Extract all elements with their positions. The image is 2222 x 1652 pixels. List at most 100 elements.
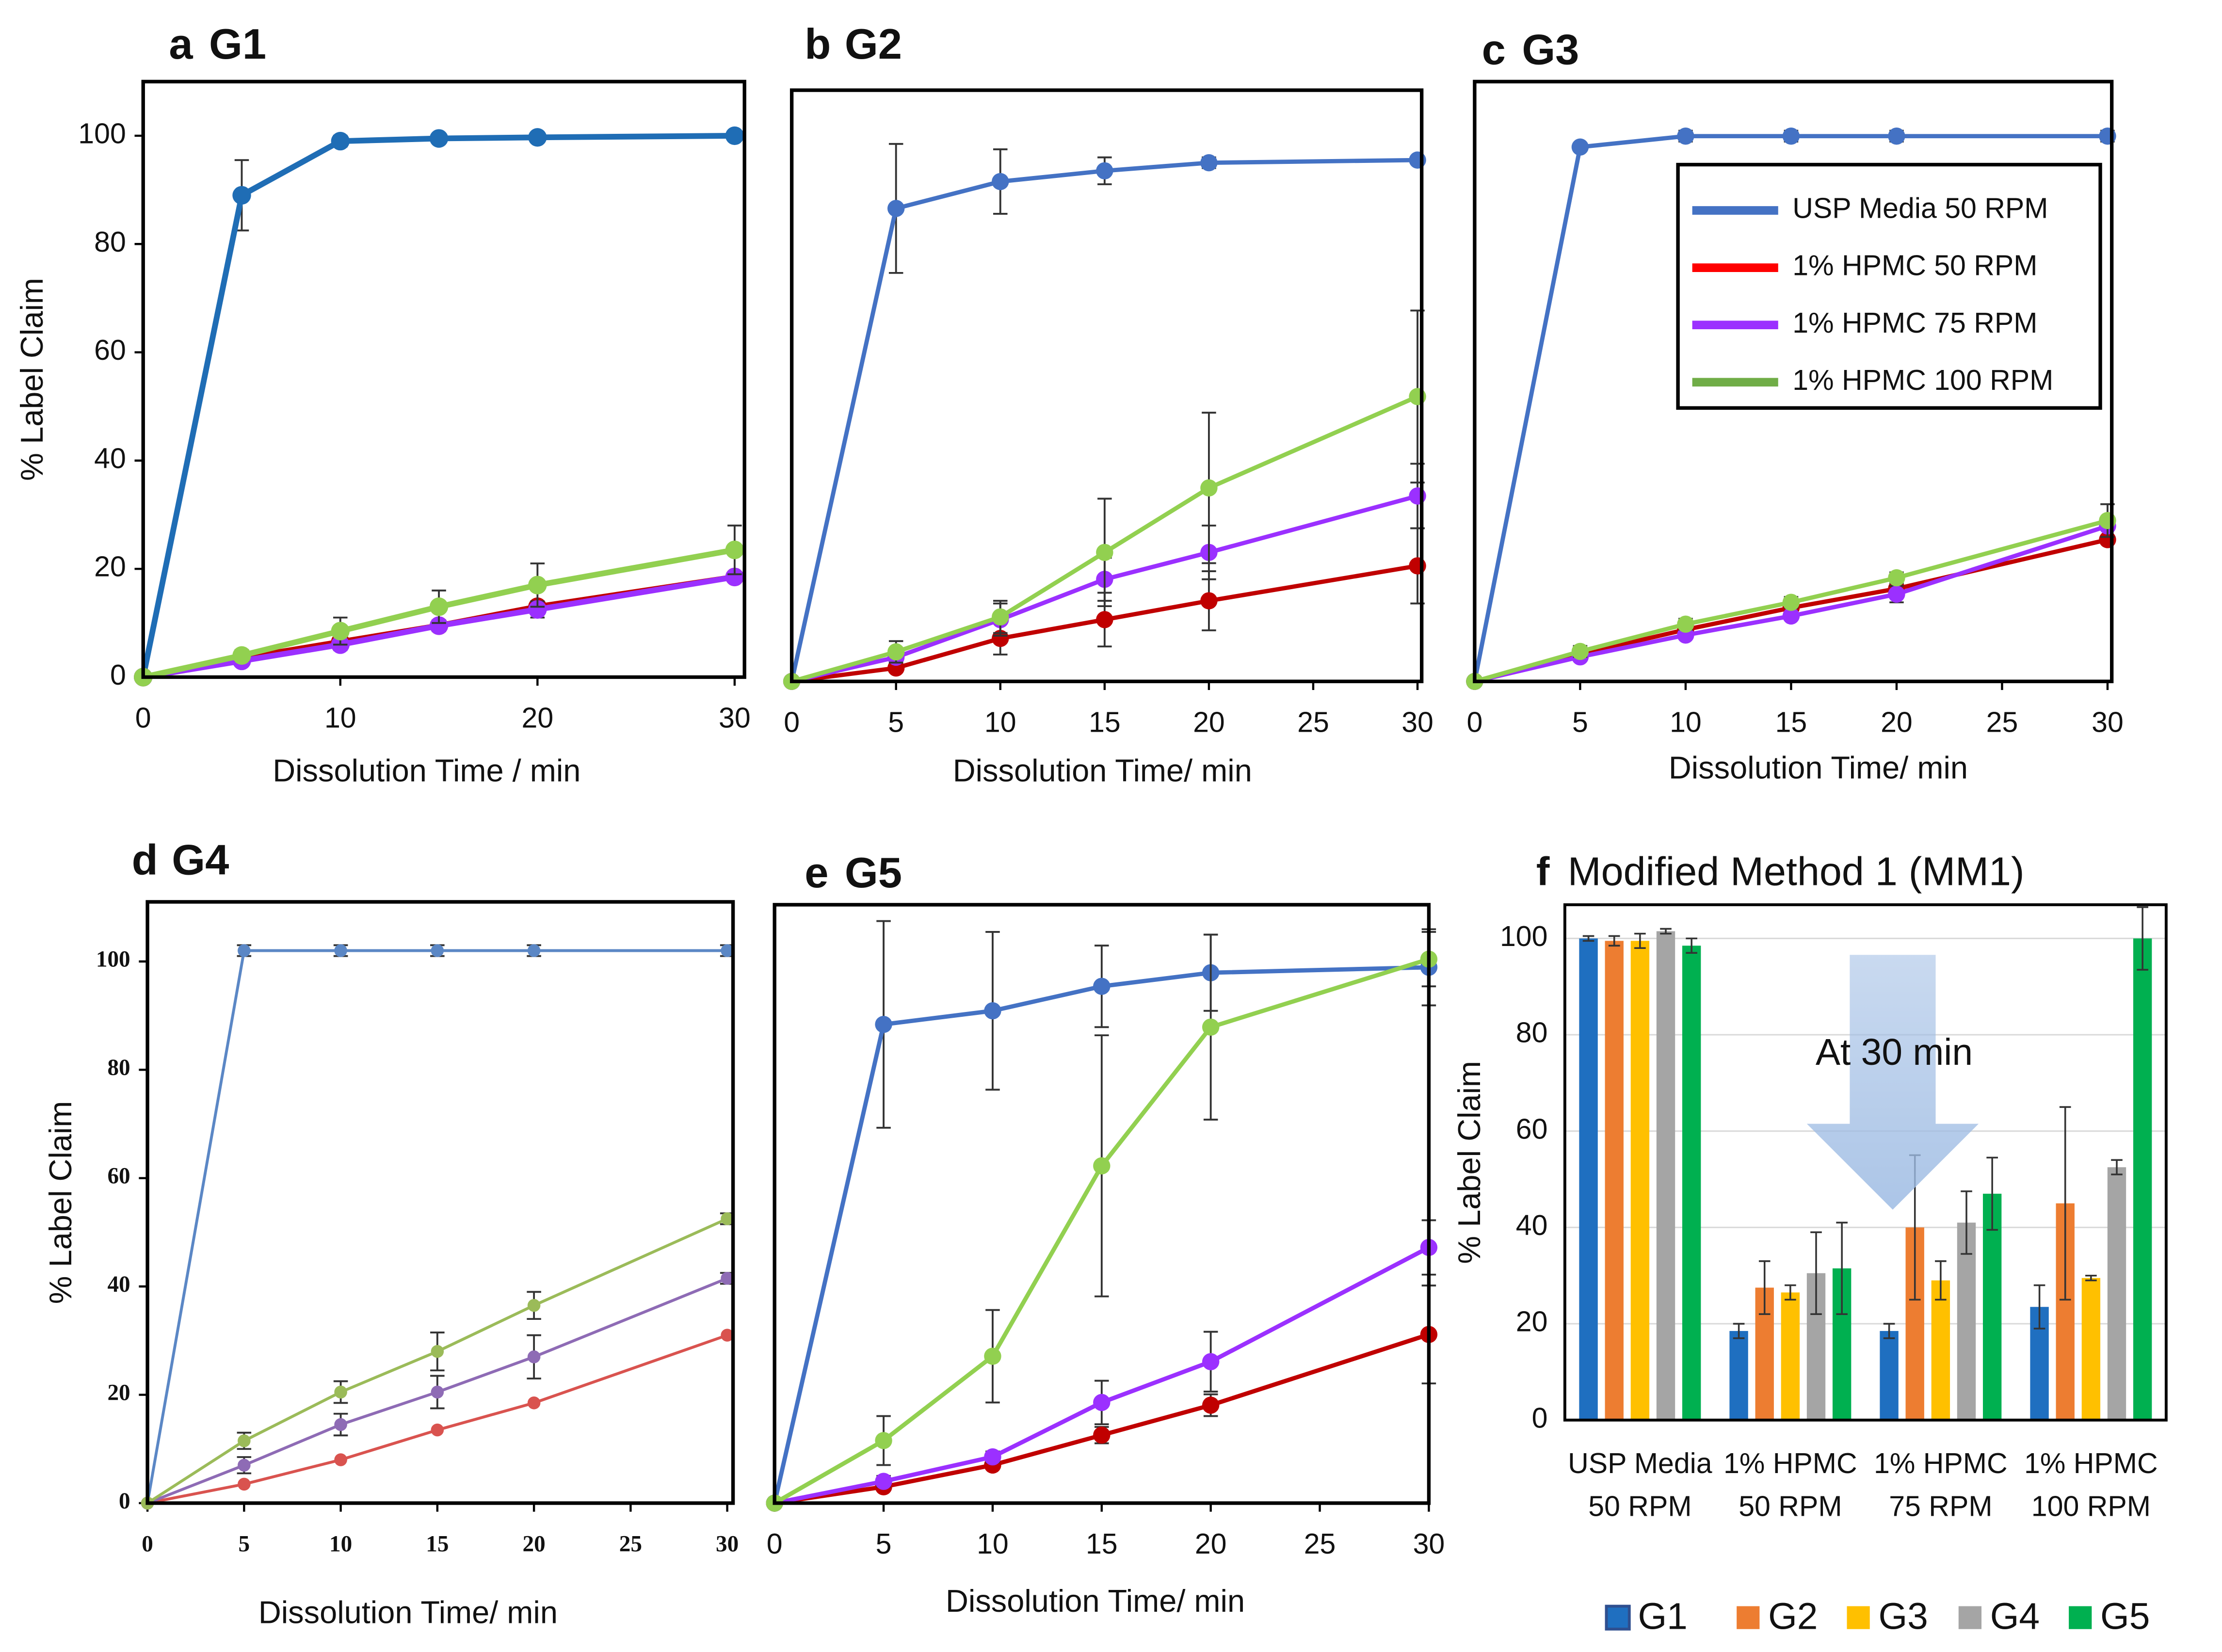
data-point (1888, 585, 1905, 603)
error-bar (1785, 1284, 1796, 1301)
x-tick-label: 10 (1670, 706, 1702, 738)
x-axis-label: Dissolution Time/ min (953, 753, 1252, 788)
x-tick-label: 25 (1304, 1528, 1336, 1560)
data-point (1096, 544, 1113, 561)
series-line (773, 957, 1430, 1505)
x-tick-label: 25 (1297, 706, 1329, 738)
legend-swatch (1958, 1606, 1982, 1629)
series-line (143, 574, 735, 680)
data-point (334, 1385, 347, 1399)
data-point (1200, 154, 1218, 172)
data-point (232, 646, 251, 665)
bar (1880, 1331, 1899, 1420)
y-axis-label: % Label Claim (43, 1101, 78, 1304)
legend-label: G3 (1878, 1596, 1928, 1637)
series-line (142, 547, 735, 680)
panel-letter: e (805, 849, 828, 897)
legend-label: 1% HPMC 50 RPM (1792, 250, 2037, 282)
data-point (238, 1459, 251, 1472)
series-line (789, 158, 1418, 682)
annotation-arrow (1806, 955, 1979, 1210)
bar (1630, 941, 1650, 1420)
error-bar (1733, 1323, 1745, 1339)
panel-letter: d (132, 836, 158, 884)
y-tick-label: 100 (1500, 920, 1548, 952)
series-line (774, 1332, 1430, 1506)
data-point (887, 643, 905, 661)
data-point (984, 1347, 1001, 1365)
data-point (331, 131, 350, 151)
series-line (1474, 524, 2109, 684)
y-tick-label: 60 (1516, 1113, 1548, 1145)
error-bar (1986, 1156, 1998, 1231)
data-point (1202, 1396, 1220, 1414)
error-bar (1686, 937, 1697, 954)
series-line (791, 563, 1418, 684)
x-tick-label: 1% HPMC 75 RPM (1874, 1448, 2008, 1524)
x-tick-label: 1% HPMC 100 RPM (2024, 1448, 2158, 1524)
data-point (1782, 128, 1800, 145)
x-tick-label: 20 (521, 702, 553, 734)
series-line (774, 1245, 1430, 1506)
data-point (431, 944, 444, 957)
panel-letter: f (1536, 849, 1550, 894)
data-point (875, 1015, 892, 1033)
y-axis-label: % Label Claim (14, 278, 49, 481)
error-bar (1810, 1231, 1822, 1315)
y-tick-label: 60 (107, 1164, 130, 1189)
x-tick-label: 10 (984, 706, 1016, 738)
x-tick-label: 20 (1881, 706, 1913, 738)
error-bar (1758, 1260, 1771, 1315)
bar (2081, 1278, 2101, 1420)
x-tick-label: 30 (1401, 706, 1433, 738)
x-tick-label: 0 (784, 706, 800, 738)
x-axis-label: Dissolution Time/ min (1669, 750, 1968, 786)
data-point (875, 1432, 892, 1449)
data-point (429, 616, 449, 635)
data-point (721, 1212, 734, 1225)
error-bar (2111, 1159, 2123, 1175)
bar (1682, 946, 1701, 1420)
data-point (1888, 569, 1905, 587)
legend-box (1676, 162, 2102, 410)
bar (1605, 941, 1624, 1420)
error-bar (2085, 1274, 2097, 1282)
data-point (1093, 978, 1111, 995)
data-point (887, 200, 905, 217)
chart-title: G3 (1522, 26, 1579, 74)
legend-swatch (1737, 1606, 1760, 1629)
error-bar (1961, 1190, 1972, 1255)
data-point (1782, 593, 1800, 611)
error-bar (1883, 1323, 1895, 1339)
series-line (146, 949, 727, 1504)
legend-label: G5 (2100, 1596, 2150, 1637)
data-point (528, 600, 547, 619)
data-point (334, 1418, 347, 1431)
legend-label: G2 (1768, 1596, 1818, 1637)
data-point (1202, 1353, 1220, 1370)
panel-letter: b (805, 20, 831, 68)
x-tick-label: 0 (135, 702, 151, 734)
data-point (527, 1350, 541, 1363)
x-tick-label: 5 (876, 1528, 892, 1560)
x-tick-label: 10 (324, 702, 356, 734)
series-line (147, 1277, 728, 1505)
data-point (1409, 151, 1426, 169)
data-point (1677, 615, 1694, 633)
x-tick-label: 25 (619, 1531, 642, 1556)
y-tick-label: 60 (94, 334, 126, 366)
series-line (1474, 518, 2109, 684)
data-point (429, 129, 449, 148)
data-point (1409, 557, 1426, 575)
chart-title: G5 (845, 849, 902, 897)
bar (1729, 1331, 1748, 1420)
data-point (429, 597, 449, 616)
plot-frame (141, 80, 746, 679)
legend-label: 1% HPMC 100 RPM (1792, 364, 2053, 396)
y-tick-label: 20 (1516, 1306, 1548, 1338)
y-tick-label: 40 (107, 1272, 130, 1297)
y-tick-label: 100 (78, 118, 126, 150)
data-point (725, 567, 744, 587)
